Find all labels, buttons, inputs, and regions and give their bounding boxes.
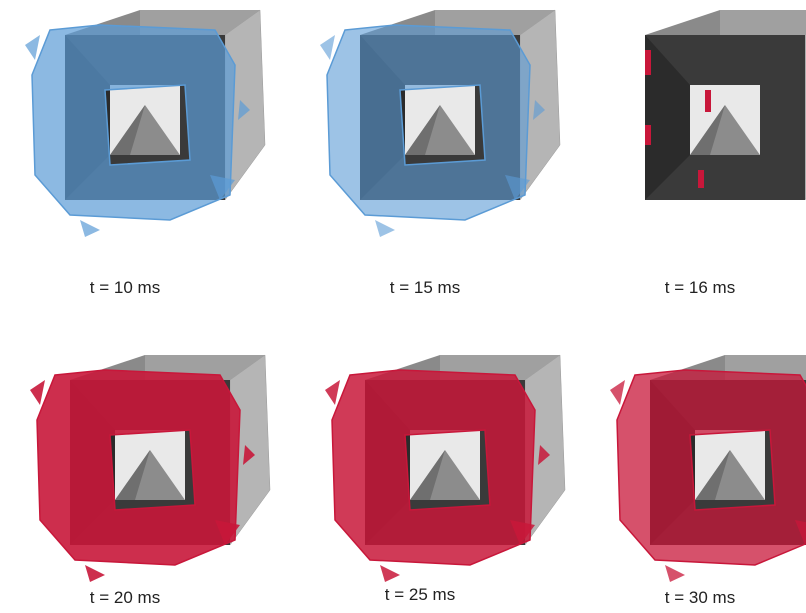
caption: t = 15 ms	[390, 278, 460, 297]
simulation-frame	[25, 9, 266, 237]
caption: t = 20 ms	[90, 588, 160, 607]
pyramid-face	[410, 450, 445, 500]
red-patch	[645, 50, 651, 75]
caption: t = 10 ms	[90, 278, 160, 297]
caption: t = 30 ms	[665, 588, 735, 607]
film-ring	[616, 369, 806, 566]
red-patch	[645, 125, 651, 145]
film-ring	[331, 369, 536, 566]
caption: t = 16 ms	[665, 278, 735, 297]
red-patch	[705, 90, 711, 112]
pyramid-face	[115, 450, 150, 500]
film-ring	[36, 369, 241, 566]
pyramid-face	[690, 105, 725, 155]
pyramid-face	[110, 105, 145, 155]
pyramid-face	[405, 105, 440, 155]
simulation-frame	[645, 10, 806, 201]
film-ring	[326, 24, 531, 221]
box-top-face	[720, 10, 806, 35]
inner-left	[645, 35, 690, 200]
simulation-frame	[30, 354, 271, 582]
film-ring	[31, 24, 236, 221]
red-patch	[698, 170, 704, 188]
simulation-frame	[610, 355, 806, 582]
simulation-frame	[325, 354, 566, 582]
caption: t = 25 ms	[385, 585, 455, 604]
pyramid-face	[695, 450, 730, 500]
simulation-frame	[320, 9, 561, 237]
